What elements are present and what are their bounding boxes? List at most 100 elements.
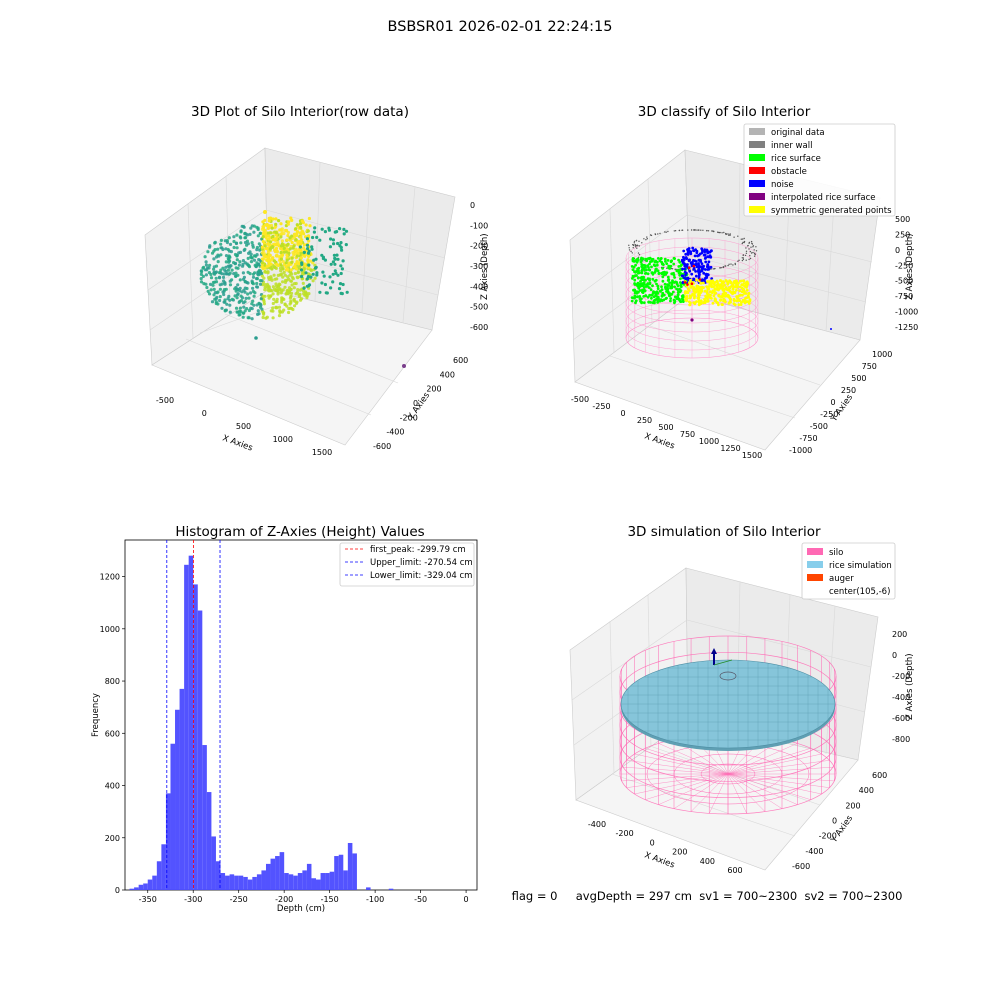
classify-point bbox=[737, 281, 740, 285]
raw-point bbox=[253, 291, 257, 295]
classify-point bbox=[706, 287, 710, 291]
figure-suptitle: BSBSR01 2026-02-01 22:24:15 bbox=[388, 19, 613, 35]
classify-point bbox=[738, 289, 742, 293]
classify-point bbox=[697, 263, 701, 267]
x-tick-label: -50 bbox=[414, 895, 427, 904]
raw-point bbox=[278, 266, 283, 270]
classify-point bbox=[753, 252, 756, 254]
classify-point bbox=[632, 288, 636, 292]
raw-point bbox=[314, 257, 318, 261]
x-tick-label: 0 bbox=[464, 895, 469, 904]
raw-point bbox=[287, 263, 291, 267]
classify-point bbox=[645, 283, 649, 286]
y-tick-label: 0 bbox=[115, 886, 120, 895]
classify-point bbox=[666, 259, 670, 262]
classify-point bbox=[705, 273, 709, 276]
raw-point bbox=[261, 225, 265, 229]
classify-point bbox=[638, 254, 641, 256]
classify-point bbox=[729, 234, 731, 236]
histogram-bar bbox=[288, 874, 294, 890]
raw-point bbox=[228, 242, 233, 246]
raw-point bbox=[256, 226, 260, 230]
classify-point bbox=[661, 291, 665, 295]
raw-point bbox=[293, 271, 297, 276]
classify-point bbox=[698, 252, 702, 256]
axis-tick-label: -100 bbox=[470, 221, 488, 230]
raw-point bbox=[216, 260, 220, 264]
raw-point bbox=[333, 257, 337, 261]
classify-point bbox=[633, 242, 635, 244]
classify-point bbox=[693, 302, 697, 306]
raw-point bbox=[241, 271, 245, 275]
raw-point bbox=[280, 296, 284, 300]
raw-point bbox=[271, 217, 275, 221]
raw-point bbox=[263, 269, 267, 274]
axis-tick-label: -200 bbox=[892, 672, 910, 681]
classify-point bbox=[661, 279, 665, 283]
raw-point bbox=[221, 275, 226, 279]
axis-tick-label: -500 bbox=[810, 422, 828, 431]
legend-swatch bbox=[749, 128, 765, 135]
classify-point bbox=[643, 283, 646, 286]
classify-point bbox=[728, 297, 732, 301]
panel-simulation-3d-plot: 3D simulation of Silo Interior -400 -200 0… bbox=[569, 524, 915, 875]
raw-point bbox=[218, 295, 222, 299]
histogram-bar bbox=[334, 856, 339, 890]
raw-point bbox=[332, 253, 336, 257]
raw-point bbox=[304, 223, 308, 227]
raw-point bbox=[318, 290, 322, 294]
raw-point bbox=[303, 248, 307, 252]
classify-point bbox=[664, 287, 668, 291]
raw-point bbox=[242, 275, 246, 279]
classify-point bbox=[688, 269, 692, 273]
axis-tick-label: 200 bbox=[892, 630, 907, 639]
raw-point bbox=[269, 231, 273, 235]
classify-point bbox=[690, 282, 694, 286]
raw-point bbox=[283, 280, 288, 284]
raw-point bbox=[287, 220, 291, 224]
raw-point bbox=[275, 286, 279, 291]
raw-point bbox=[262, 312, 266, 316]
histogram-bar bbox=[316, 879, 321, 890]
raw-point bbox=[247, 308, 251, 313]
classify-point bbox=[633, 240, 636, 243]
classify-point bbox=[741, 293, 744, 297]
panel-classify-legend: original data inner wall rice surface obsta… bbox=[743, 123, 896, 217]
raw-point bbox=[274, 254, 278, 258]
axis-tick-label: 500 bbox=[895, 215, 910, 224]
histogram-bar bbox=[225, 875, 230, 890]
raw-point bbox=[289, 279, 293, 283]
raw-point bbox=[295, 223, 299, 227]
legend-entry: rice simulation bbox=[829, 561, 892, 571]
classify-point bbox=[721, 232, 723, 234]
raw-point bbox=[290, 240, 294, 245]
axis-tick-label: -750 bbox=[895, 292, 913, 301]
axis-tick-label: 1500 bbox=[312, 448, 332, 457]
classify-point bbox=[704, 268, 707, 271]
raw-point bbox=[292, 235, 296, 239]
raw-point bbox=[285, 304, 289, 308]
classify-point bbox=[666, 267, 668, 269]
raw-point bbox=[267, 219, 271, 223]
raw-point bbox=[308, 224, 312, 228]
classify-point bbox=[735, 299, 739, 303]
raw-point bbox=[224, 260, 228, 264]
classify-point bbox=[644, 271, 648, 275]
raw-point bbox=[243, 261, 247, 265]
axis-tick-label: 400 bbox=[700, 857, 715, 866]
raw-point bbox=[299, 256, 303, 260]
raw-point bbox=[333, 269, 337, 273]
classify-point bbox=[683, 267, 687, 271]
axis-tick-label: -400 bbox=[470, 282, 488, 291]
raw-point bbox=[305, 237, 309, 241]
raw-point bbox=[280, 253, 285, 257]
histogram-bar bbox=[147, 879, 153, 890]
classify-point bbox=[631, 277, 634, 280]
raw-point bbox=[234, 266, 238, 270]
classify-point bbox=[743, 241, 745, 244]
raw-point bbox=[288, 236, 292, 240]
raw-point bbox=[235, 233, 239, 237]
raw-point bbox=[321, 270, 325, 274]
classify-point bbox=[688, 303, 691, 307]
classify-point bbox=[650, 265, 653, 269]
